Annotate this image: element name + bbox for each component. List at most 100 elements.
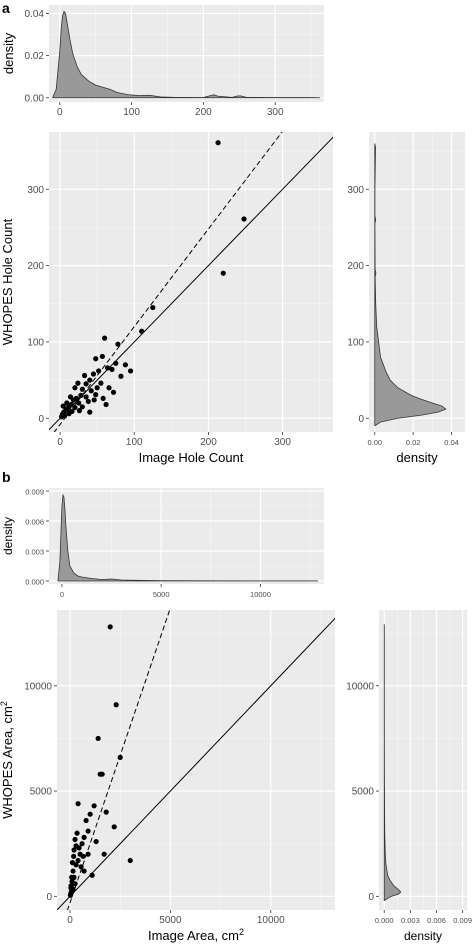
panel-b-y-axis-title-sup: 2	[0, 701, 9, 706]
panel-b-scatter-point	[67, 892, 74, 898]
panel-b-top-xtick-label: 5000	[153, 590, 170, 599]
panel-a-scatter-point	[122, 362, 128, 368]
panel-b-scatter-point	[87, 811, 93, 817]
panel-a-scatter-point	[139, 328, 145, 334]
panel-a-right-xtick-label: 0.00	[367, 438, 382, 447]
panel-a-scatter-point	[64, 400, 70, 406]
panel-a-scatter-point	[98, 380, 104, 386]
panel-a-main-ytick-label: 0	[38, 414, 44, 425]
panel-b-scatter-point	[72, 881, 78, 887]
panel-b-scatter-point	[71, 847, 77, 853]
panel-b-right-ytick-label: 0	[368, 892, 374, 903]
panel-a-scatter-point	[67, 394, 74, 400]
panel-a-scatter-point	[59, 414, 65, 420]
panel-a-main-xtick-label: 300	[274, 437, 291, 448]
panel-a-scatter-point	[81, 372, 88, 379]
panel-b-x-axis-title-text: Image Area, cm	[148, 928, 239, 943]
panel-a-right-density-area	[374, 143, 447, 427]
panel-b-scatter-point	[93, 838, 99, 845]
panel-a-scatter-point	[78, 392, 84, 398]
panel-b-y-axis-title: WHOPES Area, cm2	[0, 701, 15, 819]
panel-a-scatter-point	[241, 216, 247, 222]
panel-b-top-ytick-label: 0.009	[25, 488, 44, 497]
panel-b-scatter-point	[75, 801, 81, 807]
panel-a-main-identity-line	[49, 136, 333, 431]
panel-b-main-xtick-label: 10000	[257, 915, 285, 926]
panel-b-scatter-point	[75, 857, 81, 864]
panel-a-top-ytick-label: 0.02	[25, 51, 45, 62]
panel-b-top-xtick-label: 10000	[250, 590, 271, 599]
panel-a-scatter-point	[60, 403, 66, 409]
panel-b-scatter-point	[95, 735, 101, 742]
panel-b-scatter-bg	[57, 610, 335, 910]
panel-b-scatter-point	[89, 872, 95, 878]
panel-a-top-ytick-label: 0.00	[25, 93, 45, 104]
panel-b-top-ytick-label: 0.003	[25, 548, 44, 557]
panel-a-y-axis-title-text: WHOPES Hole Count	[0, 218, 15, 345]
panel-b-top-ytick-label: 0.000	[25, 578, 44, 587]
panel-a-scatter-point	[102, 335, 108, 341]
panel-a: 0 100 200 300 0.00 0.02 0.04 density 0 100 200 300 0…	[0, 5, 465, 465]
panel-b-scatter-point	[79, 841, 85, 847]
panel-b-scatter-point	[71, 853, 77, 859]
panel-b-right-density-xlabel: density	[404, 929, 442, 943]
panel-b-scatter-point	[72, 836, 78, 843]
panel-a-top-density-ylabel: density	[1, 32, 16, 74]
panel-a-right-ytick-label: 0	[358, 414, 364, 425]
panel-a-right-xtick-label: 0.04	[444, 438, 459, 447]
panel-b-scatter-point	[70, 886, 76, 892]
panel-b-main-ytick-label: 0	[46, 892, 52, 903]
panel-b-scatter-point	[69, 860, 76, 866]
panel-b-scatter-point	[107, 624, 113, 630]
panel-b-right-xtick-label: 0.000	[375, 916, 394, 925]
panel-a-main-xtick-label: 200	[200, 437, 217, 448]
panel-a-scatter-point	[72, 404, 78, 411]
panel-a-scatter-point	[79, 386, 85, 392]
panel-a-main-ytick-label: 100	[27, 337, 44, 348]
panel-a-scatter-point	[76, 400, 82, 406]
panel-b-scatter-point	[85, 828, 91, 834]
panel-a-right-ytick-label: 300	[347, 185, 364, 196]
panel-a-right-density-xlabel: density	[396, 450, 438, 465]
panel-b-scatter-point	[127, 857, 133, 864]
panel-a-top-xtick-label: 100	[123, 107, 140, 118]
panel-a-scatter-point	[99, 353, 105, 360]
panel-a-scatter-point	[110, 389, 117, 395]
panel-b-scatter-point	[117, 754, 123, 760]
panel-b-scatter-point	[76, 845, 82, 851]
panel-a-right-xtick-label: 0.02	[406, 438, 421, 447]
panel-b-right-density-area	[383, 623, 402, 902]
panel-a-scatter-point	[75, 380, 81, 386]
panel-b-scatter-point	[101, 851, 107, 857]
panel-a-scatter-point	[83, 394, 89, 400]
panel-b-scatter-point	[97, 771, 103, 777]
panel-b-right-density-bg	[379, 610, 467, 910]
panel-b-right-ytick-label: 10000	[346, 681, 374, 692]
panel-b-right-xtick-label: 0.006	[427, 916, 446, 925]
panel-b-main-xtick-label: 5000	[159, 915, 182, 926]
panel-b-right-ytick-label: 5000	[352, 787, 375, 798]
panel-a-scatter-point	[88, 388, 94, 394]
panel-b-scatter-point	[69, 874, 75, 880]
panel-a-main-xtick-label: 100	[126, 437, 143, 448]
panel-a-x-axis-title-text: Image Hole Count	[139, 450, 244, 465]
panel-a-scatter-point	[93, 356, 99, 362]
panel-a-top-ytick-label: 0.04	[25, 9, 45, 20]
panel-a-scatter-point	[109, 366, 115, 372]
panel-a-scatter-point	[115, 341, 121, 347]
panel-a-scatter-point	[127, 368, 134, 374]
panel-a-scatter-point	[76, 408, 82, 414]
panel-a-scatter-point	[94, 385, 100, 391]
panel-a-top-xtick-label: 200	[195, 107, 212, 118]
panel-a-scatter-point	[215, 140, 221, 146]
panel-b-top-density-area	[57, 493, 319, 582]
panel-a-scatter-point	[100, 395, 106, 402]
panel-b-scatter-point	[111, 824, 117, 830]
panel-a-scatter-point	[91, 397, 97, 403]
panel-a-top-xtick-label: 0	[57, 107, 63, 118]
panel-a-scatter-point	[83, 381, 89, 387]
panel-b-scatter-point	[83, 817, 89, 824]
panel-b-x-axis-title: Image Area, cm2	[148, 927, 244, 943]
panel-a-main-xtick-label: 0	[57, 437, 63, 448]
panel-b-scatter-point	[103, 809, 109, 815]
